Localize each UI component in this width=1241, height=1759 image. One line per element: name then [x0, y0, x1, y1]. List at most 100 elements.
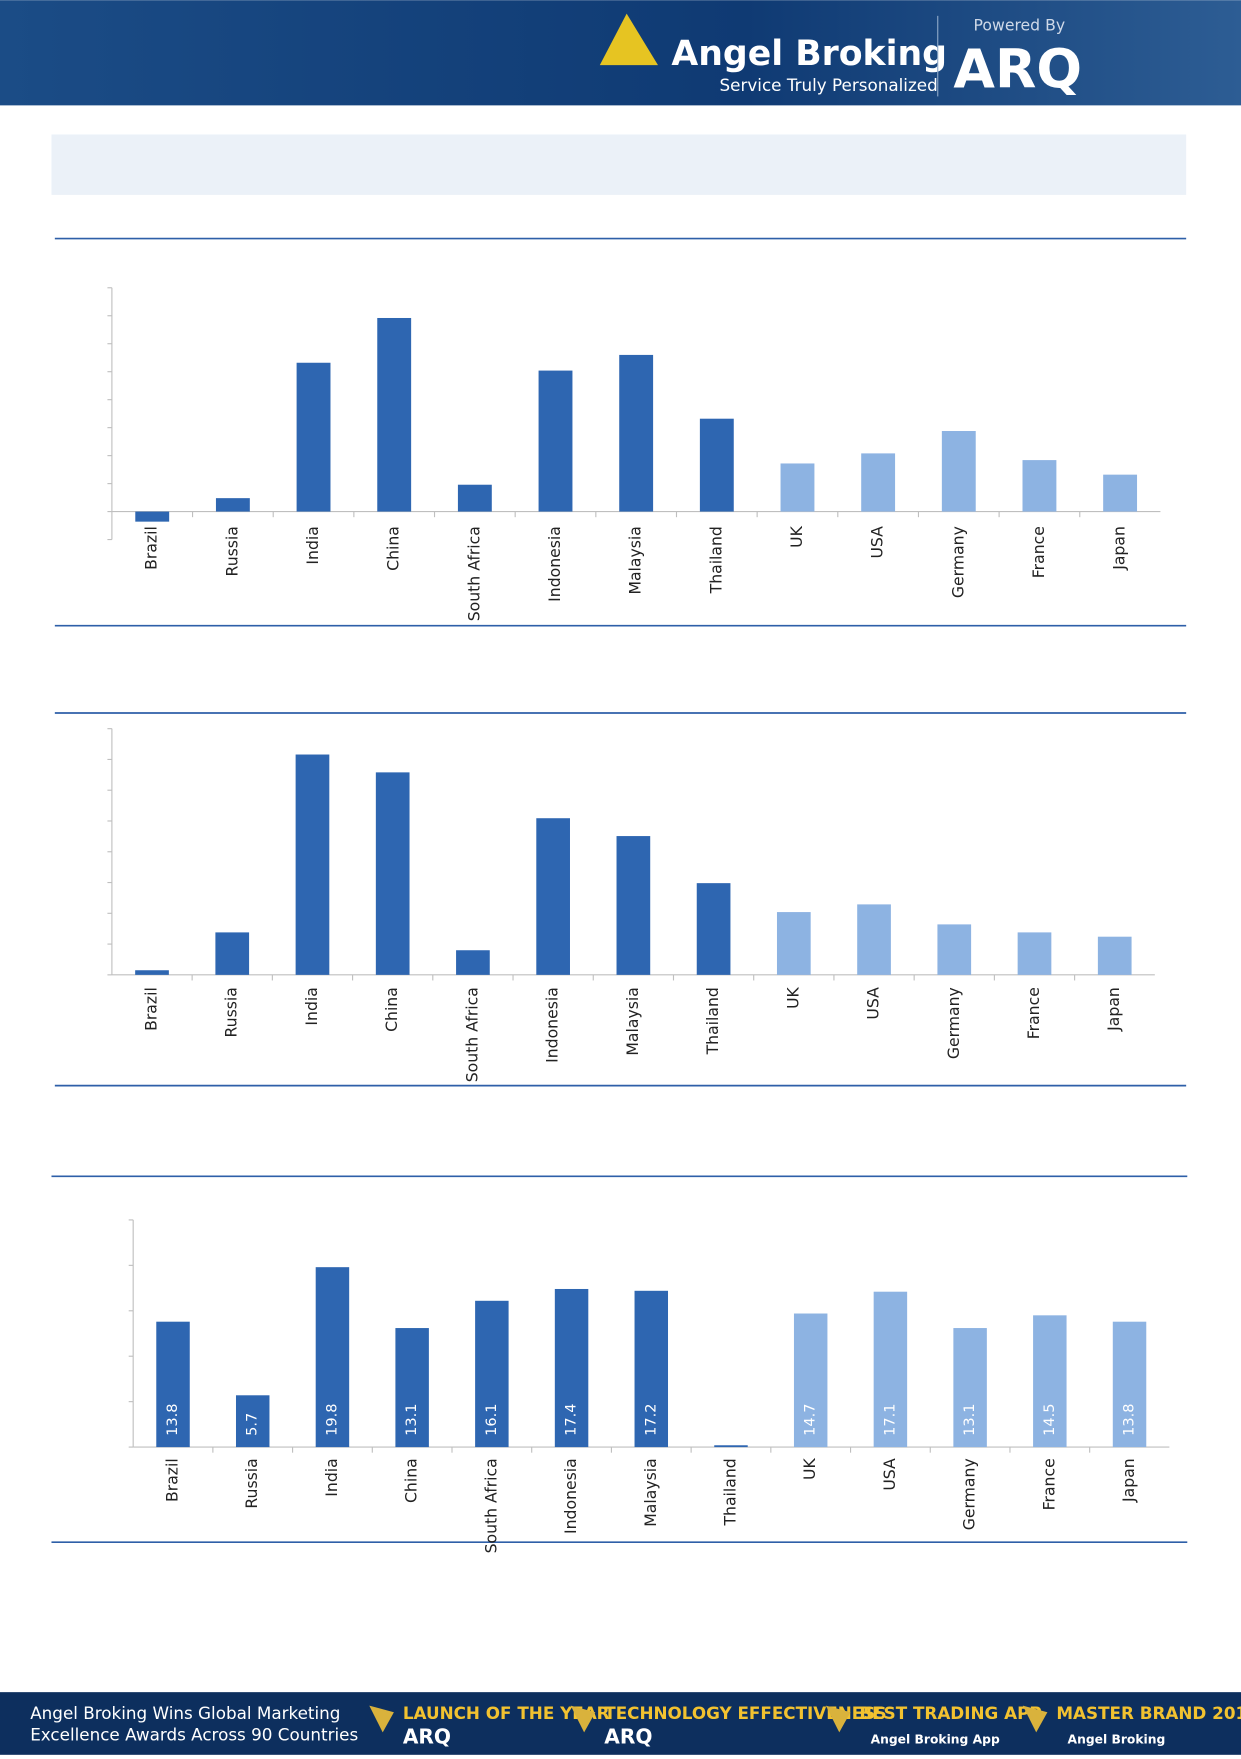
bar	[1022, 460, 1057, 512]
x-tick-label: South Africa	[464, 526, 483, 621]
value-label: 14.7	[803, 1404, 819, 1436]
x-tick-label: South Africa	[462, 987, 481, 1082]
bar	[619, 354, 654, 512]
x-tick-label: USA	[864, 987, 883, 1020]
award-sub: Angel Broking	[1068, 1733, 1166, 1747]
value-label: 16.1	[484, 1404, 500, 1436]
x-tick-label: UK	[800, 1458, 819, 1480]
x-tick-label: Brazil	[163, 1458, 182, 1502]
tagline: Service Truly Personalized	[720, 75, 938, 95]
bar	[296, 362, 331, 512]
x-tick-label: UK	[787, 525, 806, 547]
bar	[941, 431, 976, 512]
award-sub: ARQ	[403, 1725, 451, 1749]
award-icon	[1022, 1705, 1048, 1733]
bar	[295, 754, 330, 975]
award-icon	[570, 1705, 596, 1733]
x-tick-label: Russia	[242, 1458, 261, 1508]
x-tick-label: France	[1039, 1458, 1058, 1510]
bar	[857, 904, 891, 975]
x-tick-label: China	[382, 987, 401, 1032]
title-box	[51, 134, 1187, 195]
x-tick-label: Malaysia	[623, 987, 642, 1055]
bar	[776, 912, 811, 975]
product-logo: ARQ	[953, 37, 1082, 100]
footer-headline: Excellence Awards Across 90 Countries	[30, 1724, 358, 1744]
bar	[375, 772, 410, 975]
x-tick-label: India	[322, 1458, 341, 1496]
x-tick-label: Russia	[222, 526, 241, 576]
bar	[634, 1290, 669, 1448]
value-label: 13.8	[1122, 1404, 1138, 1436]
x-tick-label: Thailand	[720, 1458, 739, 1526]
award-icon	[369, 1705, 394, 1733]
award-title: LAUNCH OF THE YEAR	[403, 1703, 610, 1723]
x-tick-label: Japan	[1110, 526, 1129, 571]
bar	[696, 883, 731, 975]
x-tick-label: China	[384, 526, 403, 571]
award-icon	[825, 1705, 851, 1733]
x-tick-label: India	[303, 526, 322, 564]
value-label: 17.1	[882, 1404, 898, 1436]
bar	[135, 511, 170, 522]
bar	[235, 1395, 270, 1448]
bar	[554, 1288, 589, 1448]
x-tick-label: Germany	[944, 987, 963, 1059]
bar	[937, 924, 972, 975]
bar	[714, 1445, 748, 1448]
x-tick-label: USA	[868, 526, 887, 559]
rules	[51, 237, 1188, 1544]
bar	[861, 453, 896, 512]
bar	[475, 1300, 509, 1448]
value-label: 13.1	[962, 1404, 978, 1436]
x-tick-label: South Africa	[481, 1458, 500, 1553]
value-label: 17.4	[564, 1404, 580, 1436]
bar	[456, 950, 490, 975]
logo-icon	[599, 13, 658, 66]
powered-by: Powered By	[974, 15, 1066, 34]
award-title: BEST TRADING APP	[859, 1703, 1041, 1723]
brand: Angel Broking	[671, 34, 947, 74]
bar	[873, 1291, 908, 1448]
bar	[538, 370, 573, 512]
x-tick-label: Indonesia	[543, 987, 562, 1063]
value-label: 19.8	[324, 1404, 340, 1436]
bar	[315, 1267, 350, 1448]
x-tick-label: UK	[783, 986, 802, 1008]
x-tick-label: Russia	[222, 987, 241, 1037]
x-tick-label: Japan	[1119, 1458, 1138, 1503]
x-tick-label: Brazil	[142, 987, 161, 1031]
bar	[536, 818, 570, 975]
bar	[1017, 932, 1052, 975]
bar	[215, 498, 250, 512]
bar	[1033, 1315, 1067, 1448]
bar	[953, 1328, 987, 1448]
award-title: MASTER BRAND 2016	[1056, 1703, 1241, 1723]
bar	[377, 317, 412, 512]
value-label: 13.8	[165, 1404, 181, 1436]
award-sub: ARQ	[604, 1725, 652, 1749]
bar	[793, 1313, 828, 1448]
bar	[699, 418, 734, 512]
x-tick-label: Malaysia	[626, 526, 645, 594]
value-label: 13.1	[404, 1404, 420, 1436]
bar	[457, 484, 492, 512]
bar	[616, 836, 651, 975]
x-tick-label: Germany	[948, 526, 967, 598]
footer-headline: Angel Broking Wins Global Marketing	[30, 1703, 340, 1723]
x-tick-label: Brazil	[142, 526, 161, 570]
bar	[215, 932, 250, 975]
x-tick-label: USA	[880, 1458, 899, 1491]
bar	[135, 970, 169, 975]
bar	[395, 1328, 429, 1448]
award-sub: Angel Broking App	[871, 1733, 1000, 1747]
x-tick-label: France	[1029, 526, 1048, 578]
value-label: 14.5	[1042, 1404, 1058, 1436]
x-tick-label: Malaysia	[641, 1458, 660, 1526]
bar	[1097, 936, 1132, 975]
x-tick-label: Thailand	[703, 987, 722, 1055]
value-label: 5.7	[245, 1413, 261, 1436]
x-tick-label: China	[402, 1458, 421, 1503]
